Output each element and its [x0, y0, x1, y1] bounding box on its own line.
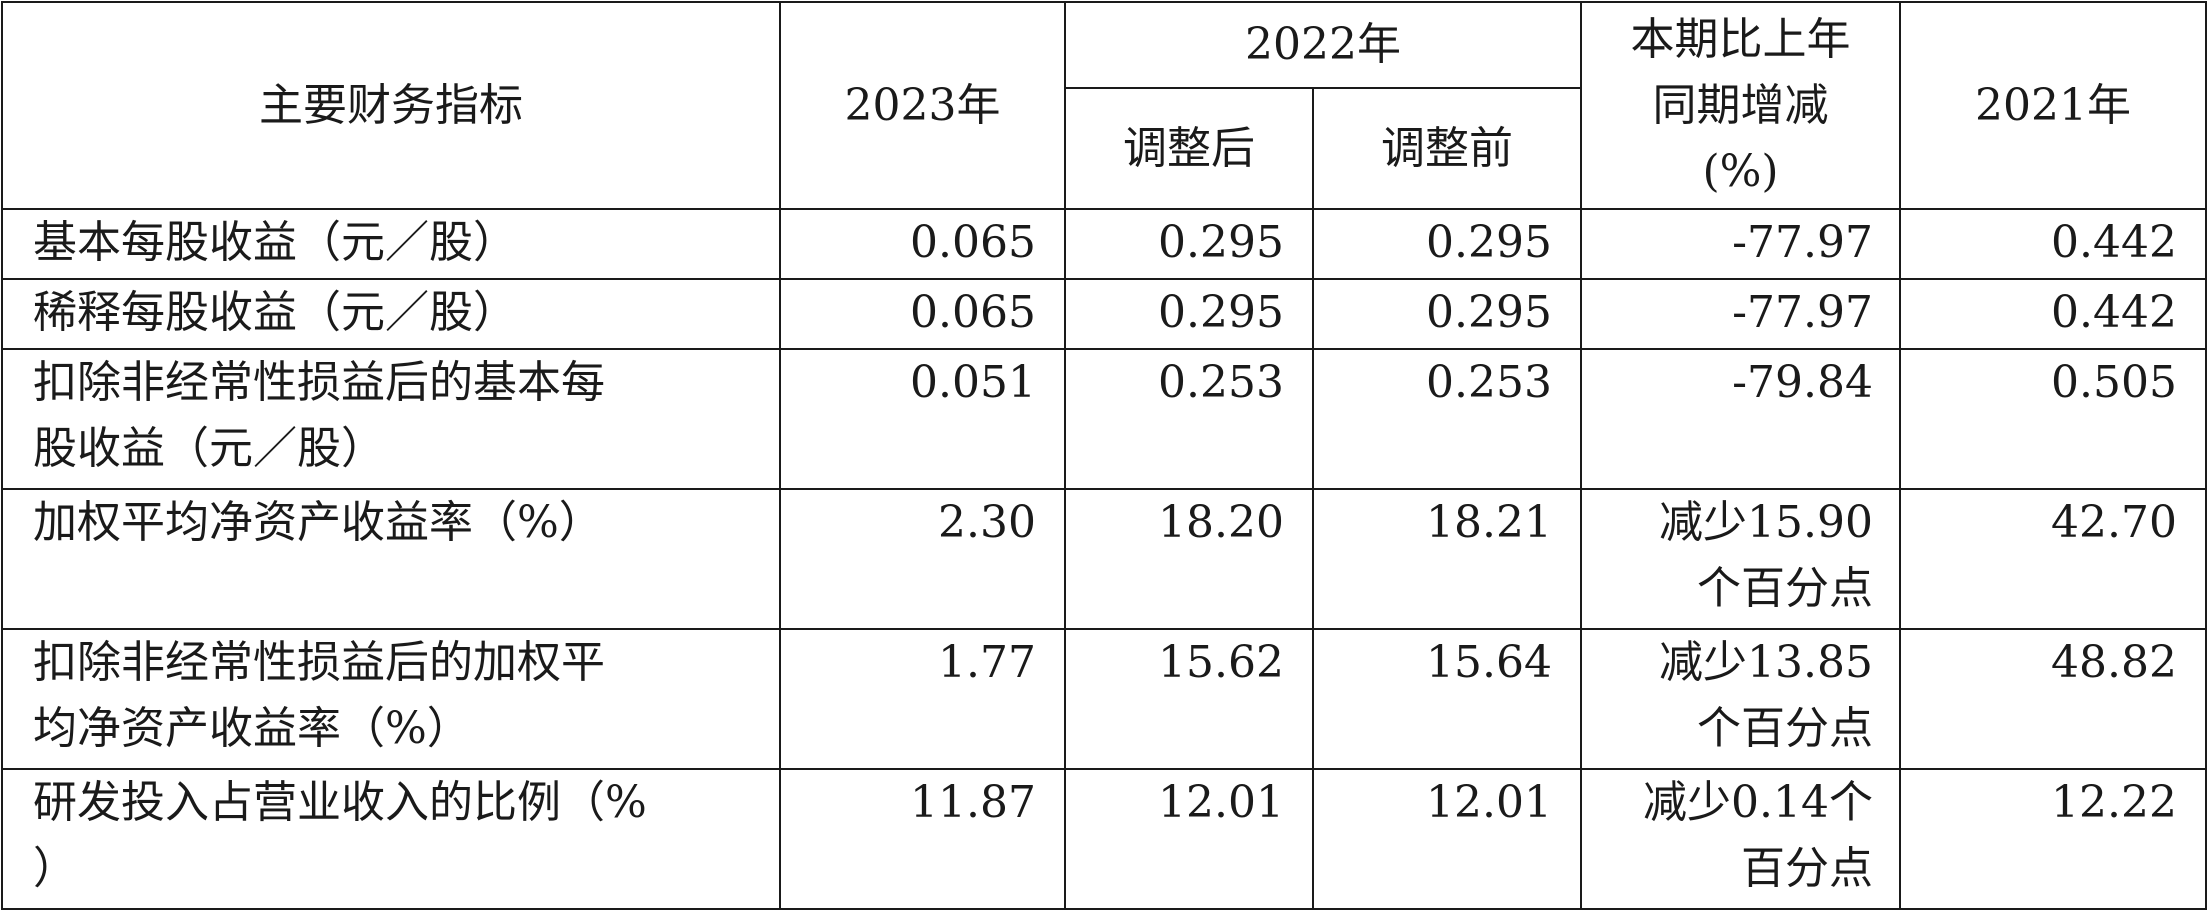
row-label-line: 稀释每股收益（元／股）	[33, 287, 517, 338]
value-2022-adjusted-after: 18.20	[1064, 488, 1314, 630]
value-change-line: 减少13.85	[1659, 637, 1874, 688]
value-2022-adjusted-before: 18.21	[1311, 488, 1583, 630]
value-2022-adjusted-before: 0.295	[1311, 278, 1583, 350]
value-change: 减少13.85 个百分点	[1580, 628, 1902, 770]
value-change: 减少15.90 个百分点	[1580, 488, 1902, 630]
row-label-line: 扣除非经常性损益后的基本每	[33, 357, 605, 408]
header-year-2023: 2023年	[779, 1, 1066, 210]
header-change: 本期比上年 同期增减 (%)	[1580, 1, 1902, 210]
value-2021: 0.505	[1899, 348, 2207, 490]
header-year-2021: 2021年	[1899, 1, 2207, 210]
value-2022-adjusted-after: 12.01	[1064, 768, 1314, 910]
value-change-line: -79.84	[1732, 357, 1874, 408]
table-row: 扣除非经常性损益后的基本每 股收益（元／股） 0.051 0.253 0.253 -79.…	[1, 348, 2207, 490]
row-label: 基本每股收益（元／股）	[1, 208, 781, 280]
value-2021: 0.442	[1899, 208, 2207, 280]
header-change-line-3: (%)	[1702, 145, 1779, 197]
table-row: 稀释每股收益（元／股） 0.065 0.295 0.295 -77.97 0.442	[1, 278, 2207, 350]
value-change-line: -77.97	[1732, 217, 1874, 268]
value-2023: 11.87	[779, 768, 1066, 910]
value-2021: 0.442	[1899, 278, 2207, 350]
value-2022-adjusted-before: 0.253	[1311, 348, 1583, 490]
value-2022-adjusted-before: 0.295	[1311, 208, 1583, 280]
table-row: 研发投入占营业收入的比例（%） 11.87 12.01 12.01 减少0.14个 百分点…	[1, 768, 2207, 910]
value-change-line: -77.97	[1732, 287, 1874, 338]
value-2023: 1.77	[779, 628, 1066, 770]
row-label: 扣除非经常性损益后的基本每 股收益（元／股）	[1, 348, 781, 490]
table-row: 基本每股收益（元／股） 0.065 0.295 0.295 -77.97 0.442	[1, 208, 2207, 280]
row-label: 研发投入占营业收入的比例（% ）	[1, 768, 781, 910]
header-change-line-1: 本期比上年	[1630, 13, 1851, 65]
header-indicator: 主要财务指标	[1, 1, 781, 210]
value-2021: 42.70	[1899, 488, 2207, 630]
row-label: 扣除非经常性损益后的加权平 均净资产收益率（%）	[1, 628, 781, 770]
value-2023: 0.065	[779, 278, 1066, 350]
value-change: -77.97	[1580, 208, 1902, 280]
row-label-line: 加权平均净资产收益率（%）	[33, 497, 603, 548]
value-change-line: 减少0.14个	[1643, 777, 1874, 828]
header-row-2: 调整后 调整前	[2, 87, 2206, 210]
header-adjusted-after: 调整后	[1064, 87, 1314, 210]
value-2023: 0.051	[779, 348, 1066, 490]
header-year-2022: 2022年	[1063, 1, 1583, 89]
header-change-line-2: 同期增减	[1652, 79, 1829, 131]
value-2022-adjusted-before: 12.01	[1311, 768, 1583, 910]
row-label: 加权平均净资产收益率（%）	[1, 488, 781, 630]
row-label-line: ）	[33, 843, 77, 894]
row-label-line: 研发投入占营业收入的比例（%	[33, 777, 647, 828]
value-2023: 2.30	[779, 488, 1066, 630]
value-2022-adjusted-after: 15.62	[1064, 628, 1314, 770]
value-change: -79.84	[1580, 348, 1902, 490]
table-row: 扣除非经常性损益后的加权平 均净资产收益率（%） 1.77 15.62 15.64 减少1…	[1, 628, 2207, 770]
value-change: -77.97	[1580, 278, 1902, 350]
row-label: 稀释每股收益（元／股）	[1, 278, 781, 350]
header-adjusted-before: 调整前	[1311, 87, 1583, 210]
row-label-line: 扣除非经常性损益后的加权平	[33, 637, 605, 688]
value-2022-adjusted-after: 0.295	[1064, 208, 1314, 280]
value-change-line: 减少15.90	[1659, 497, 1874, 548]
value-2022-adjusted-after: 0.295	[1064, 278, 1314, 350]
value-change-line: 百分点	[1741, 843, 1874, 894]
value-2021: 12.22	[1899, 768, 2207, 910]
row-label-line: 股收益（元／股）	[33, 423, 385, 474]
value-change-line: 个百分点	[1697, 563, 1874, 614]
value-2022-adjusted-before: 15.64	[1311, 628, 1583, 770]
row-label-line: 均净资产收益率（%）	[33, 703, 471, 754]
value-change-line: 个百分点	[1697, 703, 1874, 754]
value-2021: 48.82	[1899, 628, 2207, 770]
header-row-1: 主要财务指标 2023年 2022年 本期比上年 同期增减 (%) 2021年	[1, 1, 2207, 210]
value-2022-adjusted-after: 0.253	[1064, 348, 1314, 490]
table-row: 加权平均净资产收益率（%） 2.30 18.20 18.21 减少15.90 个百分点 42…	[1, 488, 2207, 630]
value-change: 减少0.14个百分点	[1580, 768, 1902, 910]
row-label-line: 基本每股收益（元／股）	[33, 217, 517, 268]
value-2023: 0.065	[779, 208, 1066, 280]
